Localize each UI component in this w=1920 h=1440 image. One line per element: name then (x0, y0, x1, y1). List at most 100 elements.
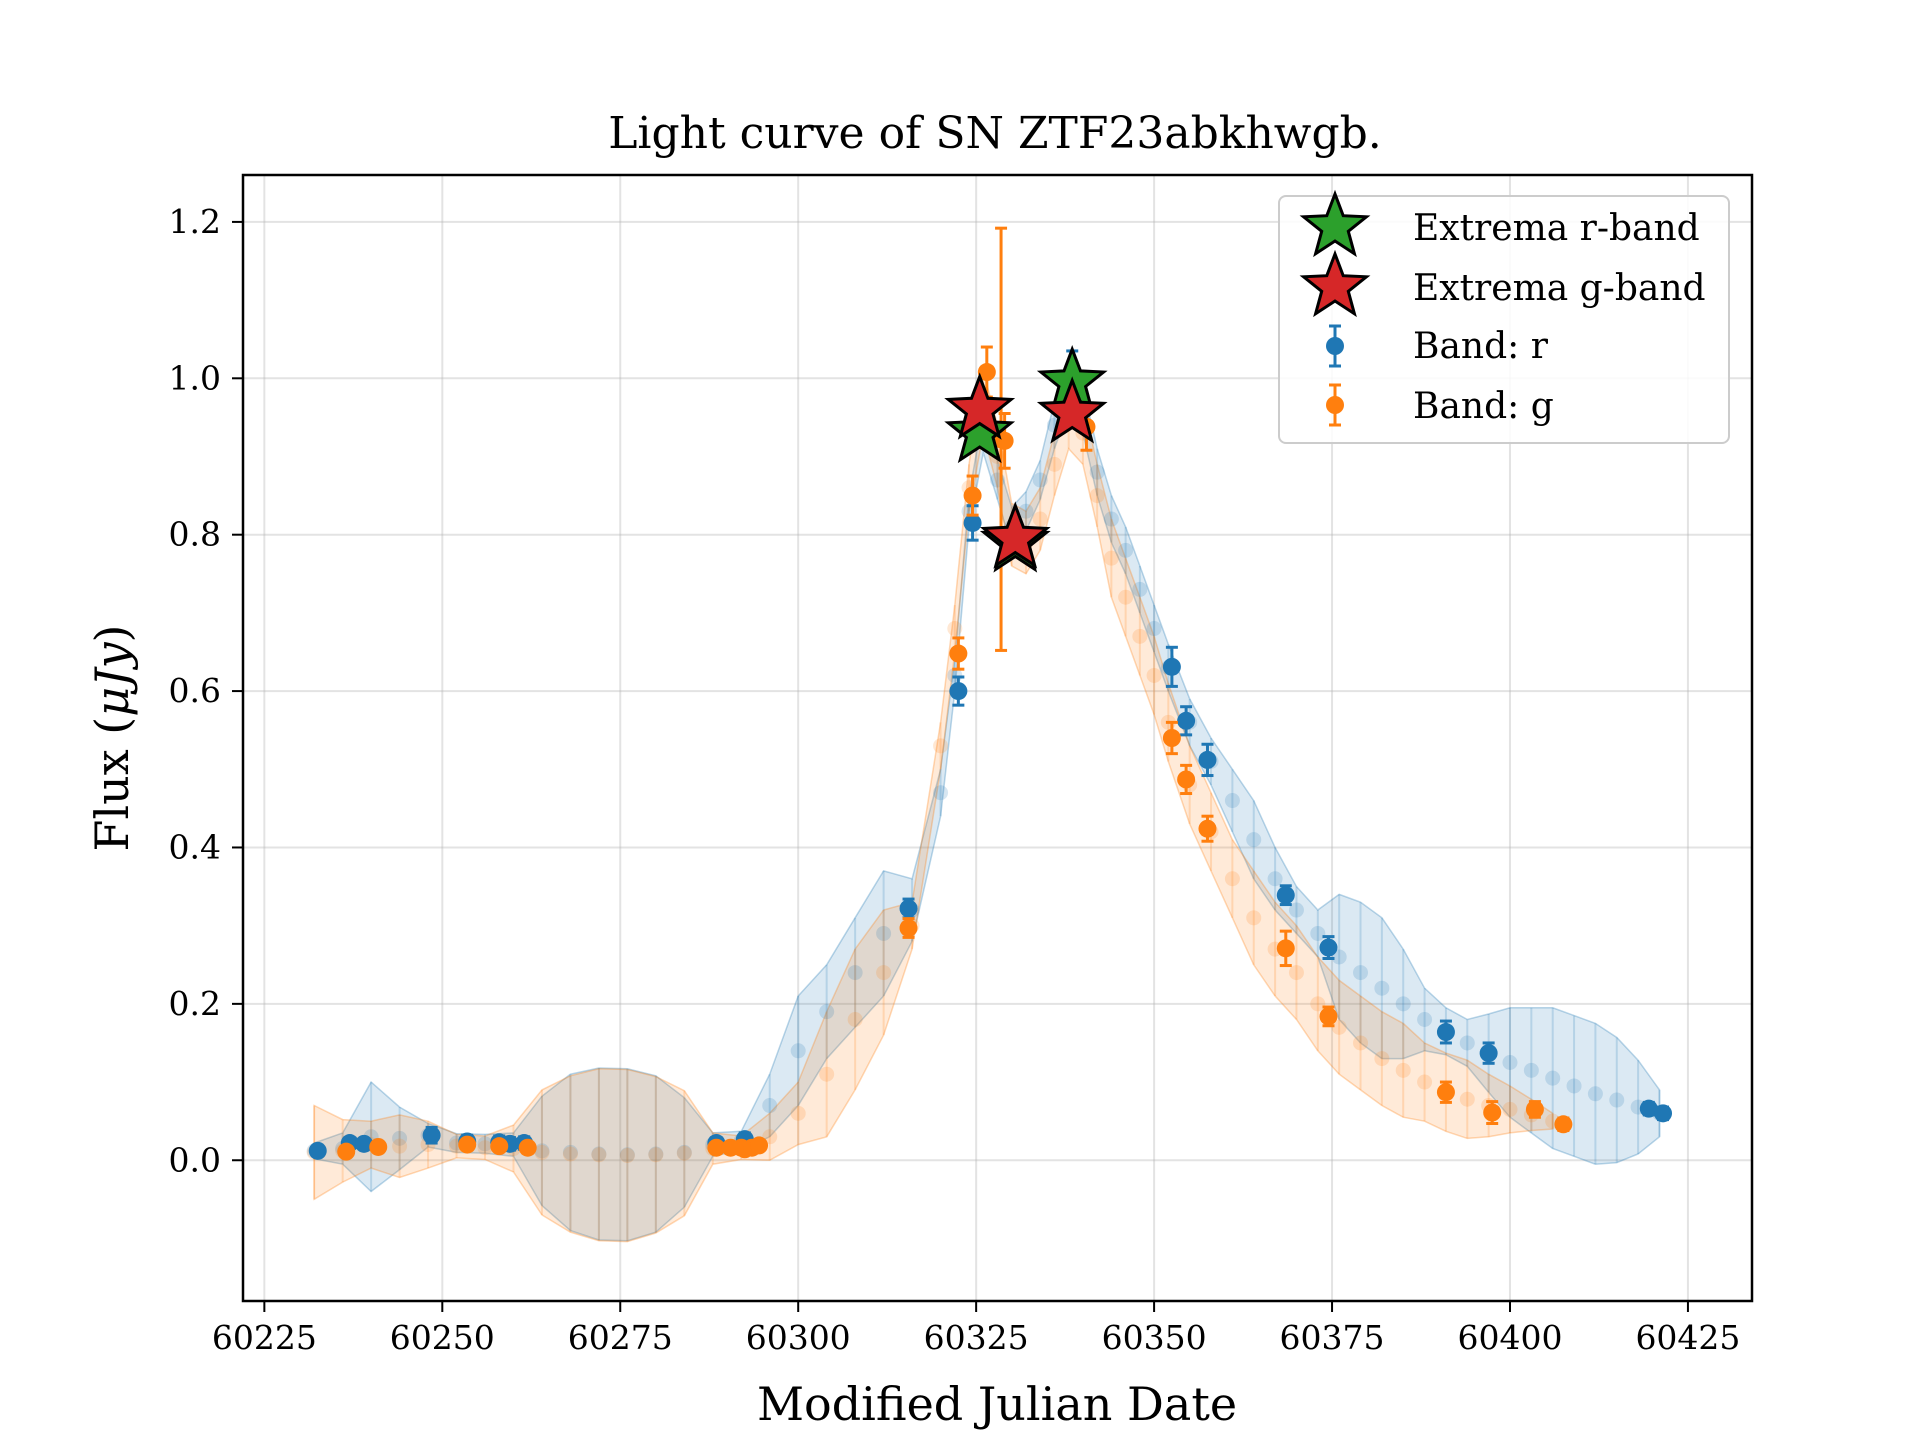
legend-marker-extrema-g (1299, 249, 1371, 318)
plot-frame (241, 173, 1754, 1303)
data-point-g (1319, 1007, 1338, 1026)
legend-star-g (1299, 249, 1371, 318)
data-point-r (422, 1126, 441, 1145)
model-point-r (1545, 1070, 1561, 1086)
model-point-r (1118, 542, 1134, 558)
model-point-r (1224, 793, 1240, 809)
data-point-g (1483, 1103, 1502, 1122)
data-point-g (1436, 1083, 1455, 1102)
model-point-g (1224, 871, 1240, 887)
model-bands (313, 360, 1661, 1243)
model-point-r (1310, 925, 1326, 941)
data-point-g (1198, 819, 1217, 838)
model-point-g (676, 1145, 692, 1161)
data-point-g (707, 1138, 726, 1157)
data-point-r (1436, 1023, 1455, 1042)
legend-marker-extrema-r (1299, 189, 1371, 258)
model-point-g (619, 1148, 635, 1164)
model-point-r (648, 1146, 664, 1162)
model-point-r (477, 1136, 493, 1152)
x-tick-label: 60425 (1635, 1318, 1740, 1357)
model-point-r (790, 1043, 806, 1059)
legend-label-band-r: Band: r (1413, 326, 1549, 367)
model-point-g (1246, 910, 1262, 926)
model-point-g (1103, 550, 1119, 566)
x-axis-label: Modified Julian Date (757, 1377, 1237, 1431)
y-axis-label-main: Flux ( (85, 717, 139, 852)
extrema-star-g (944, 372, 1016, 440)
model-point-r (876, 925, 892, 941)
x-tick-label: 60225 (212, 1318, 317, 1357)
model-point-r (1267, 871, 1283, 887)
y-axis-label-unit: μJy (85, 641, 139, 716)
chart-title: Light curve of SN ZTF23abkhwgb. (608, 108, 1382, 159)
model-point-r (676, 1144, 692, 1160)
model-point-g (1046, 456, 1062, 472)
model-point-r (1089, 464, 1105, 480)
model-point-r (933, 785, 949, 801)
data-point-g (458, 1135, 477, 1154)
data-point-g (963, 486, 982, 505)
model-point-g (819, 1066, 835, 1082)
y-tick-label: 1.0 (169, 358, 221, 397)
model-point-g (1288, 965, 1304, 981)
data-point-g (490, 1137, 509, 1156)
model-point-r (1032, 472, 1048, 488)
data-point-r (1198, 750, 1217, 769)
y-axis-label: Flux (μJy) (85, 624, 139, 851)
legend-marker-band-r (1326, 324, 1344, 368)
data-point-r (1639, 1099, 1658, 1118)
data-point-r (308, 1141, 327, 1160)
model-point-g (876, 965, 892, 981)
data-point-r (1276, 886, 1295, 905)
data-point-r (1177, 711, 1196, 730)
model-point-r (1609, 1092, 1625, 1108)
model-point-g (392, 1138, 408, 1154)
model-point-r (762, 1098, 778, 1114)
model-point-g (1089, 488, 1105, 504)
model-point-g (947, 621, 963, 637)
model-point-r (819, 1004, 835, 1020)
data-point-g (977, 363, 996, 382)
model-point-g (933, 738, 949, 754)
model-point-g (1353, 1035, 1369, 1051)
data-point-g (1554, 1115, 1573, 1134)
x-tick-label: 60400 (1457, 1318, 1562, 1357)
model-point-r (619, 1147, 635, 1163)
legend-label-extrema-g: Extrema g-band (1413, 268, 1706, 309)
data-point-r (1319, 938, 1338, 957)
model-point-g (534, 1144, 550, 1160)
model-point-r (1288, 902, 1304, 918)
data-point-g (1177, 770, 1196, 789)
model-point-g (790, 1105, 806, 1121)
model-point-g (1417, 1074, 1433, 1090)
legend-label-band-g: Band: g (1413, 386, 1554, 427)
data-point-g (1276, 939, 1295, 958)
data-point-r (963, 513, 982, 532)
legend-point (1326, 337, 1344, 355)
y-tick-label: 0.2 (169, 984, 221, 1023)
legend-marker-band-g (1326, 383, 1344, 427)
model-point-g (1146, 667, 1162, 683)
model-point-r (1502, 1055, 1518, 1071)
model-point-g (1331, 1019, 1347, 1035)
model-point-r (1246, 832, 1262, 848)
model-point-g (1310, 996, 1326, 1012)
x-tick-label: 60250 (390, 1318, 495, 1357)
y-tick-label: 0.0 (169, 1140, 221, 1179)
model-point-r (1566, 1078, 1582, 1094)
model-point-r (1459, 1035, 1475, 1051)
legend: Extrema r-band Extrema g-band Band: r Ba… (1278, 189, 1730, 444)
data-point-r (899, 899, 918, 918)
data-point-r (1479, 1044, 1498, 1063)
model-point-g (1118, 589, 1134, 605)
data-point-r (1654, 1104, 1673, 1123)
data-point-g (949, 644, 968, 663)
data-point-g (518, 1138, 537, 1157)
data-point-g (337, 1142, 356, 1161)
model-point-g (847, 1012, 863, 1027)
model-point-g (1502, 1101, 1518, 1117)
model-point-r (1395, 996, 1411, 1012)
model-point-r (1132, 581, 1148, 597)
model-point-g (648, 1147, 664, 1163)
